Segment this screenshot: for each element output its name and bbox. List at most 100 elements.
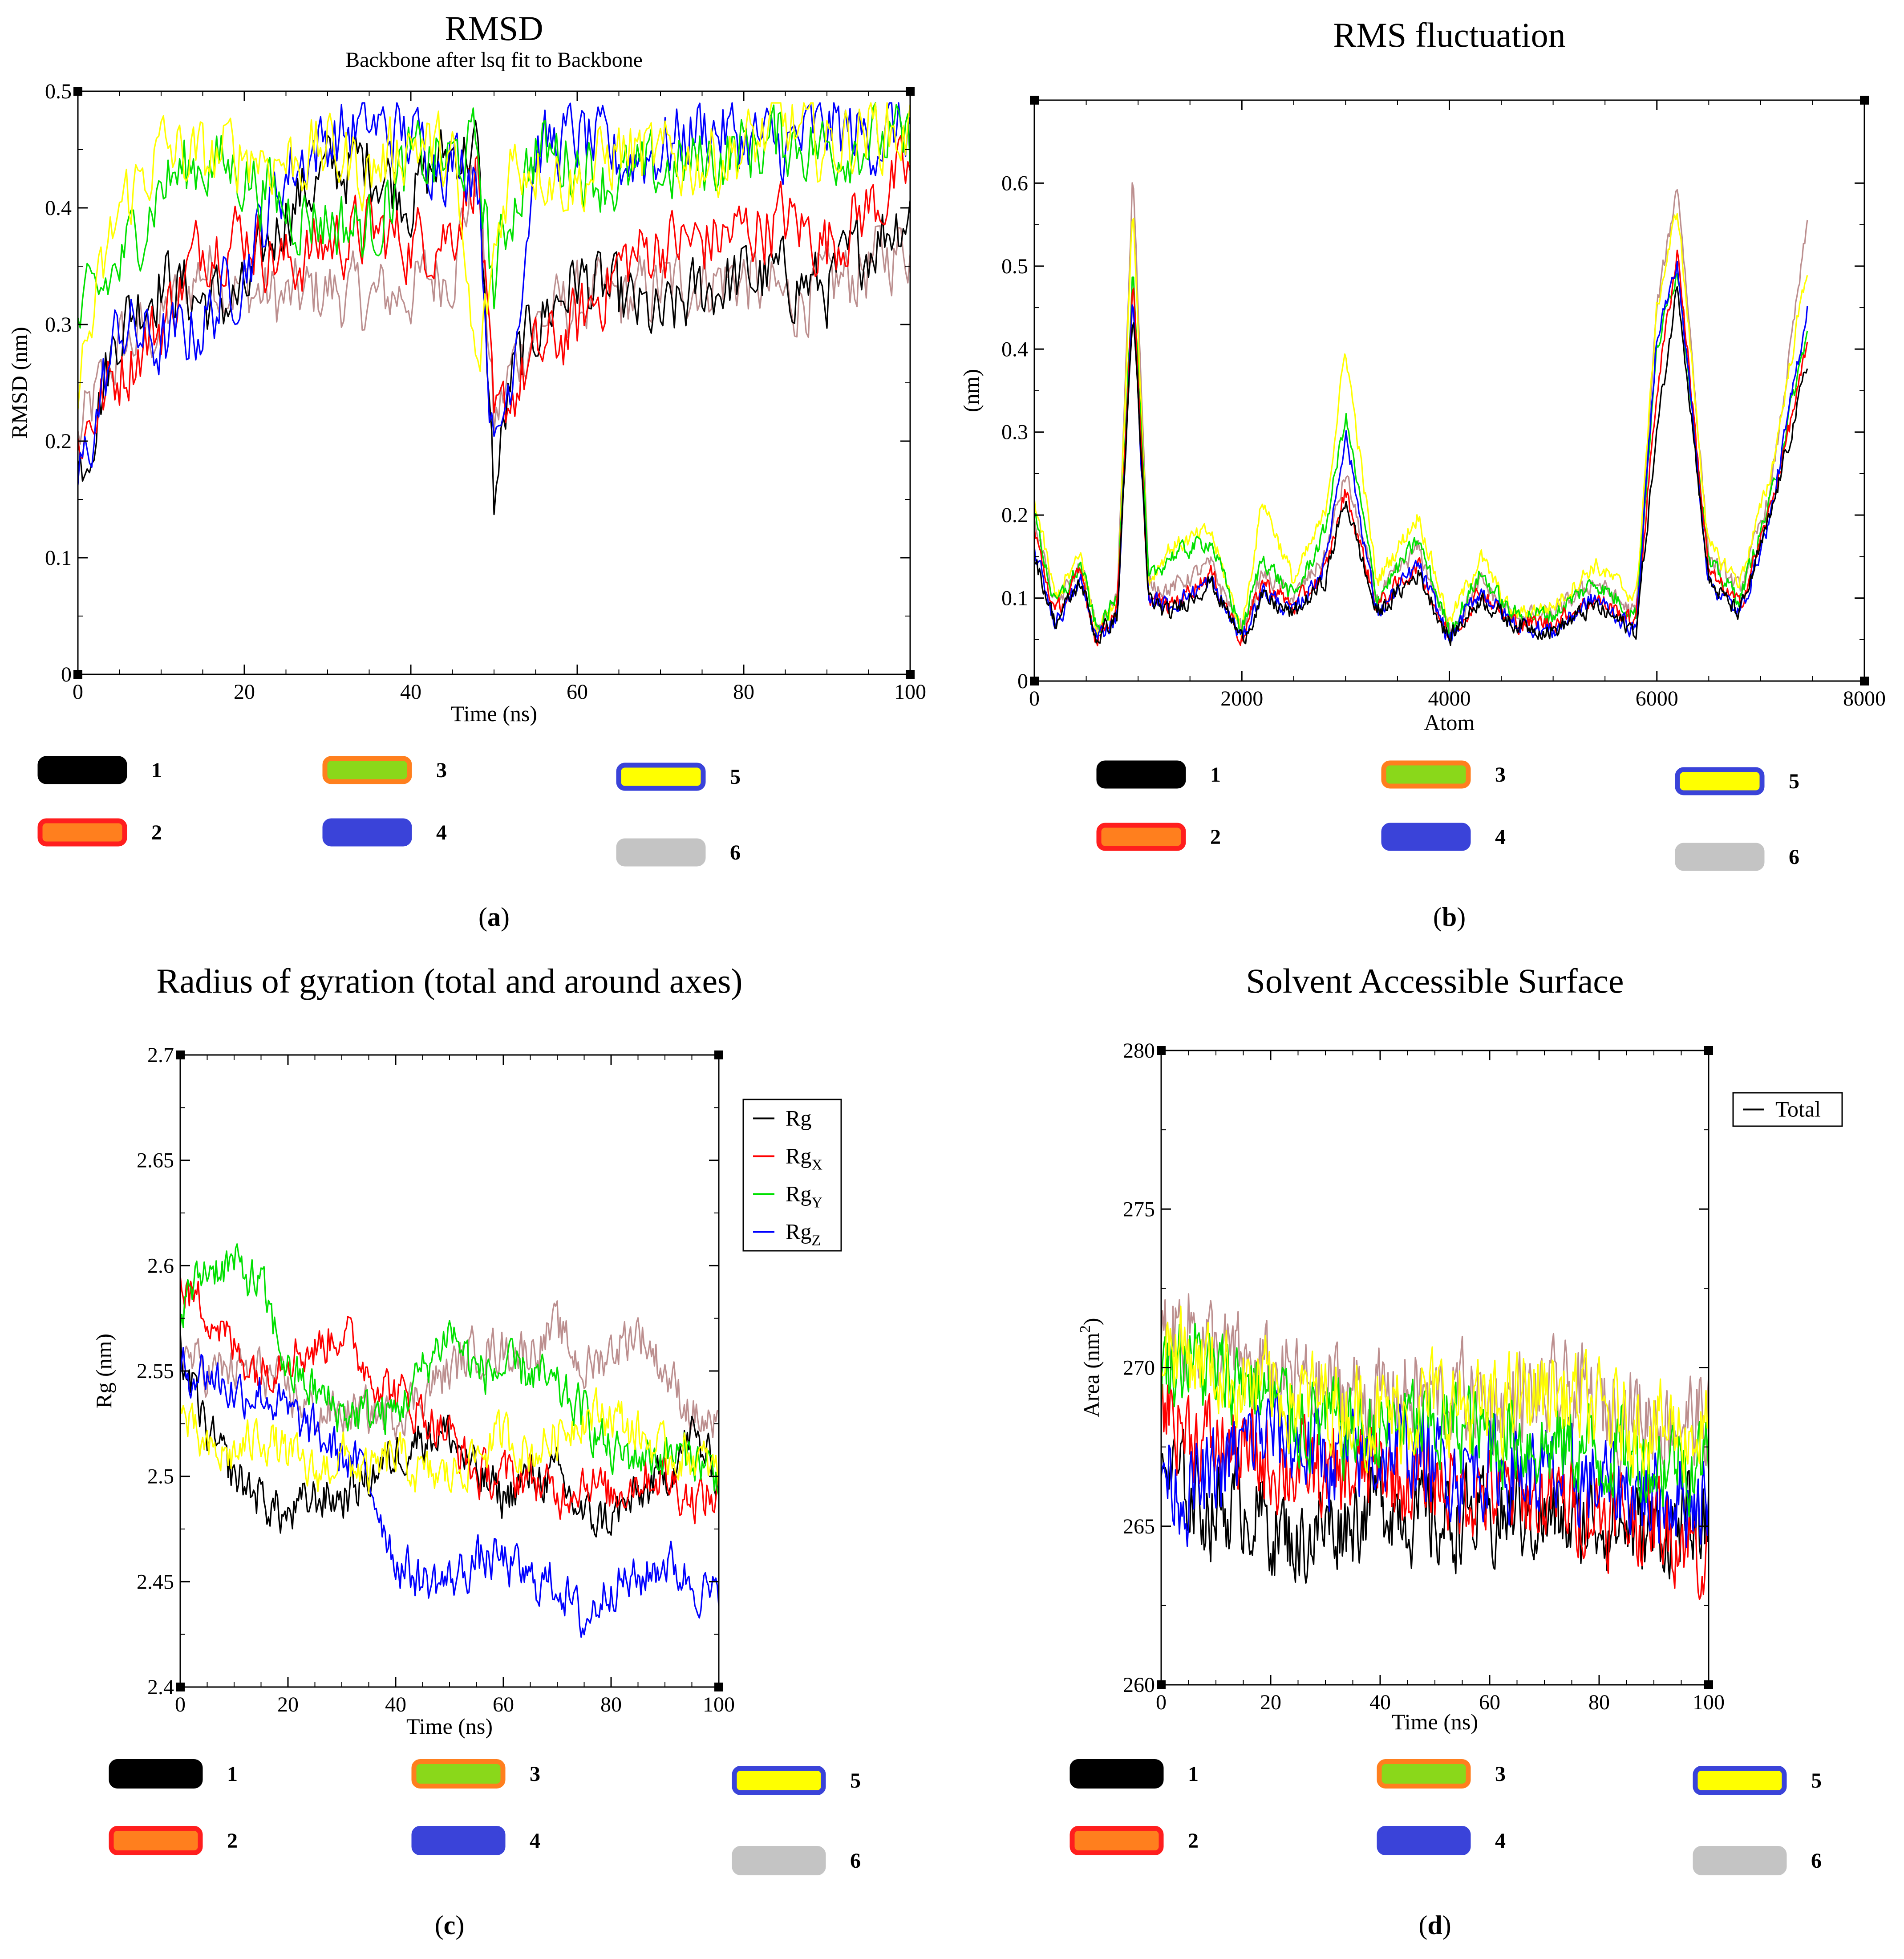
legend-swatch-2 <box>37 818 127 847</box>
legend-swatch-5 <box>1675 767 1765 795</box>
legend-label-1: 1 <box>1188 1762 1199 1786</box>
series-6-line <box>1034 182 1808 636</box>
chart-subtitle: Backbone after lsq fit to Backbone <box>345 48 643 72</box>
y-tick-label: 270 <box>1123 1356 1155 1380</box>
legend-swatch-4 <box>322 818 412 847</box>
series-2-line <box>78 134 910 459</box>
y-axis-label: RMSD (nm) <box>7 327 32 438</box>
y-tick-label: 2.5 <box>147 1465 174 1489</box>
legend-swatch-1 <box>37 756 127 784</box>
legend-label-4: 4 <box>530 1829 540 1853</box>
y-tick-label: 0.4 <box>45 196 72 220</box>
y-tick-label: 0.6 <box>1001 171 1028 195</box>
inner-legend-box <box>742 1099 842 1252</box>
chart-b: RMS fluctuation 0 2000 4000 6000 8000 0 0.1 0.2 0… <box>959 16 1886 932</box>
y-tick-label: 0.3 <box>1001 421 1028 444</box>
legend-swatch-5 <box>616 763 706 791</box>
x-axis-label: Time (ns) <box>451 701 537 726</box>
legend-label-6: 6 <box>1811 1849 1822 1873</box>
panel-caption: (a) <box>478 902 510 932</box>
y-tick-label: 0.2 <box>45 430 72 453</box>
series-1-line <box>180 1331 719 1538</box>
x-tick-label: 80 <box>600 1693 622 1716</box>
x-tick-label: 80 <box>733 680 754 704</box>
legend-label-5: 5 <box>1789 770 1799 793</box>
legend-label-4: 4 <box>1495 825 1506 849</box>
x-tick-label: 100 <box>894 680 926 704</box>
legend-label-5: 5 <box>730 765 741 789</box>
legend-label-1: 1 <box>151 758 162 782</box>
legend-swatch-1 <box>1069 1759 1164 1789</box>
legend-label-3: 3 <box>436 758 447 782</box>
legend-swatch-2 <box>109 1826 203 1855</box>
y-axis-label: Rg (nm) <box>91 1334 116 1408</box>
x-tick-label: 4000 <box>1428 687 1471 710</box>
x-tick-label: 40 <box>1369 1691 1391 1714</box>
y-tick-label: 260 <box>1123 1673 1155 1697</box>
x-axis-label: Time (ns) <box>1392 1709 1478 1734</box>
series-2-line <box>1034 249 1808 647</box>
x-tick-label: 60 <box>493 1693 514 1716</box>
x-tick-label: 0 <box>1029 687 1040 710</box>
chart-title: Solvent Accessible Surface <box>1246 961 1624 1000</box>
legend-label-5: 5 <box>850 1769 861 1793</box>
legend-label-1: 1 <box>1210 763 1221 787</box>
y-tick-label: 265 <box>1123 1515 1155 1538</box>
legend-label-3: 3 <box>530 1762 540 1786</box>
chart-title: Radius of gyration (total and around axe… <box>157 961 743 1000</box>
x-axis-label: Atom <box>1424 710 1475 735</box>
legend-swatch-6 <box>616 838 706 867</box>
legend-label-5: 5 <box>1811 1769 1822 1793</box>
series-3-line <box>180 1243 719 1496</box>
series-4-line <box>1161 1390 1709 1548</box>
series-1-line <box>1034 286 1808 646</box>
legend-swatch-1 <box>109 1759 203 1789</box>
y-tick-label: 0.1 <box>1001 587 1028 610</box>
panel-rms-fluctuation: RMS fluctuation 0 2000 4000 6000 8000 0 0.1 0.2 0… <box>952 0 1904 948</box>
inner-legend-label: Total <box>1775 1097 1821 1122</box>
series-5-line <box>1034 213 1808 640</box>
y-tick-label: 2.45 <box>137 1570 174 1594</box>
legend-swatch-6 <box>1675 843 1765 871</box>
y-tick-label: 0.5 <box>45 80 72 103</box>
y-tick-label: 0.4 <box>1001 337 1028 361</box>
legend-swatch-4 <box>1381 823 1471 851</box>
panel-caption: (c) <box>435 1910 465 1940</box>
x-tick-label: 0 <box>175 1693 186 1716</box>
panel-caption: (b) <box>1433 902 1466 932</box>
series-4-line <box>1034 260 1808 642</box>
y-tick-label: 0 <box>1017 669 1028 693</box>
series-5-line <box>180 1387 719 1494</box>
series-3-line <box>78 102 910 329</box>
x-tick-label: 40 <box>400 680 421 704</box>
legend-swatch-3 <box>411 1759 506 1789</box>
x-tick-label: 60 <box>1479 1691 1500 1714</box>
y-tick-label: 2.65 <box>137 1149 174 1172</box>
series-4-line <box>180 1347 719 1638</box>
legend-swatch-2 <box>1096 823 1186 851</box>
panel-solvent-accessible-surface: Solvent Accessible Surface 0 20 40 60 80 100 26… <box>952 948 1904 1959</box>
series-5-line <box>78 102 910 410</box>
legend-label-4: 4 <box>1495 1829 1506 1853</box>
x-tick-label: 2000 <box>1220 687 1263 710</box>
inner-legend-label: RgY <box>786 1181 822 1211</box>
legend-swatch-3 <box>1377 1759 1471 1789</box>
legend-swatch-6 <box>732 1846 826 1875</box>
panel-rmsd: RMSD Backbone after lsq fit to Backbone 0 2… <box>0 0 952 948</box>
y-tick-label: 0.5 <box>1001 255 1028 278</box>
legend-label-2: 2 <box>1188 1829 1199 1853</box>
x-tick-label: 0 <box>73 680 83 704</box>
x-tick-label: 100 <box>1693 1691 1725 1714</box>
panel-radius-of-gyration: Radius of gyration (total and around axe… <box>0 948 952 1959</box>
legend-label-6: 6 <box>1789 845 1799 869</box>
y-tick-label: 280 <box>1123 1039 1155 1063</box>
legend-label-3: 3 <box>1495 1762 1506 1786</box>
series-2-line <box>180 1275 719 1525</box>
legend-label-6: 6 <box>850 1849 861 1873</box>
y-tick-label: 0.2 <box>1001 503 1028 527</box>
legend-swatch-4 <box>1377 1826 1471 1855</box>
x-tick-label: 0 <box>1156 1691 1167 1714</box>
legend-swatch-5 <box>1693 1766 1787 1795</box>
legend-swatch-6 <box>1693 1846 1787 1875</box>
